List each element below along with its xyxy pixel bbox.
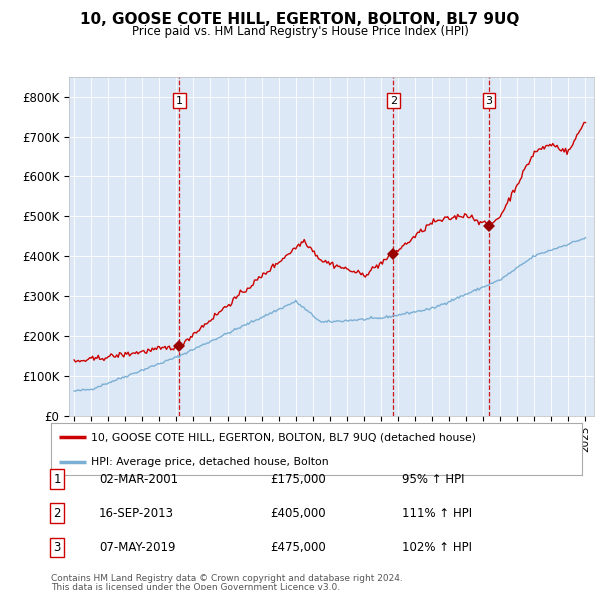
- Text: £175,000: £175,000: [270, 473, 326, 486]
- Text: 2: 2: [53, 507, 61, 520]
- Text: 111% ↑ HPI: 111% ↑ HPI: [402, 507, 472, 520]
- Text: 10, GOOSE COTE HILL, EGERTON, BOLTON, BL7 9UQ: 10, GOOSE COTE HILL, EGERTON, BOLTON, BL…: [80, 12, 520, 27]
- Text: Price paid vs. HM Land Registry's House Price Index (HPI): Price paid vs. HM Land Registry's House …: [131, 25, 469, 38]
- Text: 1: 1: [176, 96, 183, 106]
- Text: £475,000: £475,000: [270, 541, 326, 554]
- Text: 3: 3: [485, 96, 493, 106]
- Text: 16-SEP-2013: 16-SEP-2013: [99, 507, 174, 520]
- Text: HPI: Average price, detached house, Bolton: HPI: Average price, detached house, Bolt…: [91, 457, 328, 467]
- Text: 1: 1: [53, 473, 61, 486]
- Text: 95% ↑ HPI: 95% ↑ HPI: [402, 473, 464, 486]
- Text: 10, GOOSE COTE HILL, EGERTON, BOLTON, BL7 9UQ (detached house): 10, GOOSE COTE HILL, EGERTON, BOLTON, BL…: [91, 432, 476, 442]
- Text: 2: 2: [389, 96, 397, 106]
- Text: This data is licensed under the Open Government Licence v3.0.: This data is licensed under the Open Gov…: [51, 583, 340, 590]
- Text: 3: 3: [53, 541, 61, 554]
- Text: 07-MAY-2019: 07-MAY-2019: [99, 541, 176, 554]
- Text: 02-MAR-2001: 02-MAR-2001: [99, 473, 178, 486]
- Text: 102% ↑ HPI: 102% ↑ HPI: [402, 541, 472, 554]
- Text: £405,000: £405,000: [270, 507, 326, 520]
- Text: Contains HM Land Registry data © Crown copyright and database right 2024.: Contains HM Land Registry data © Crown c…: [51, 574, 403, 583]
